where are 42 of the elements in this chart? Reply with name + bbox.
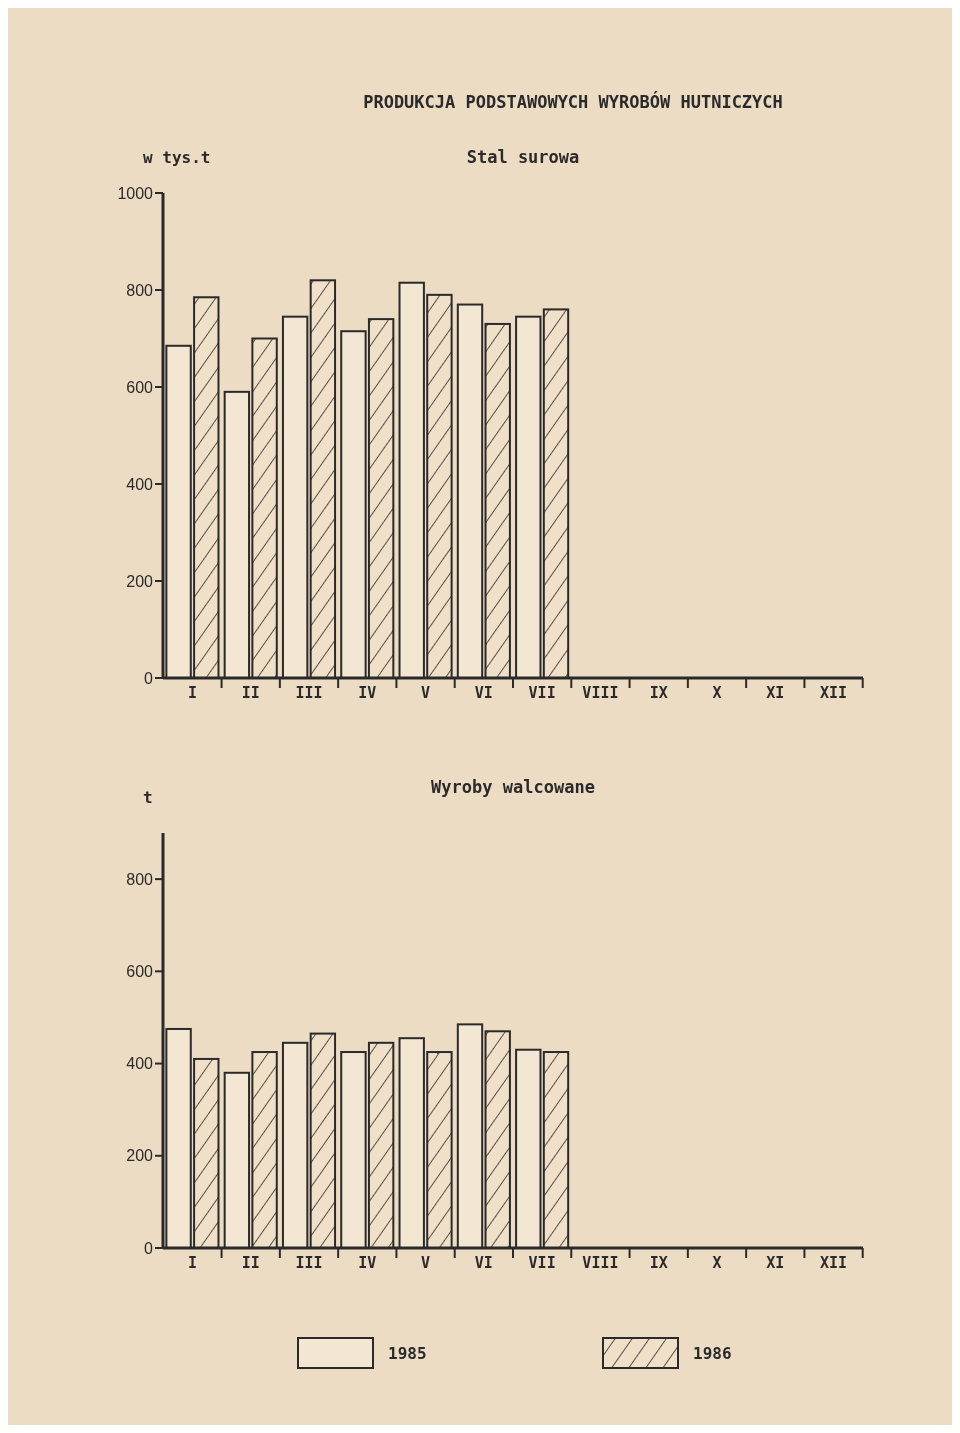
- x-tick-label: V: [421, 1254, 431, 1272]
- x-tick-label: IX: [649, 684, 668, 702]
- x-tick-label: VIII: [582, 684, 619, 702]
- x-tick-label: XI: [766, 1254, 785, 1272]
- chart-subtitle: Stal surowa: [466, 147, 580, 167]
- y-tick-label: 800: [126, 281, 154, 299]
- y-axis-title: w tys.t: [143, 148, 211, 167]
- x-tick-label: VIII: [582, 1254, 619, 1272]
- x-tick-label: IV: [358, 684, 377, 702]
- x-tick-label: IX: [649, 1254, 668, 1272]
- y-tick-label: 400: [126, 475, 154, 493]
- y-tick-label: 600: [126, 962, 154, 980]
- x-tick-label: VI: [474, 1254, 493, 1272]
- x-tick-label: VII: [528, 684, 556, 702]
- y-axis-title: t: [143, 788, 153, 807]
- x-tick-label: I: [187, 684, 197, 702]
- chart-title: PRODUKCJA PODSTAWOWYCH WYROBÓW HUTNICZYCH: [363, 91, 783, 112]
- chart-title: Wyroby walcowane: [431, 777, 595, 797]
- x-tick-label: VII: [528, 1254, 556, 1272]
- x-tick-label: III: [295, 684, 323, 702]
- y-tick-label: 0: [144, 1239, 154, 1257]
- y-tick-label: 0: [144, 669, 154, 687]
- x-tick-label: I: [187, 1254, 197, 1272]
- x-tick-label: VI: [474, 684, 493, 702]
- x-tick-label: IV: [358, 1254, 377, 1272]
- y-tick-label: 600: [126, 378, 154, 396]
- x-tick-label: II: [241, 1254, 260, 1272]
- x-tick-label: III: [295, 1254, 323, 1272]
- x-tick-label: X: [712, 684, 722, 702]
- y-tick-label: 200: [126, 1147, 154, 1165]
- legend-label: 1986: [693, 1343, 732, 1363]
- y-tick-label: 400: [126, 1055, 154, 1073]
- x-tick-label: XII: [820, 684, 848, 702]
- y-tick-label: 200: [126, 572, 154, 590]
- legend-label: 1985: [388, 1343, 427, 1363]
- x-tick-label: XI: [766, 684, 785, 702]
- y-tick-label: 1000: [117, 184, 154, 202]
- x-tick-label: XII: [820, 1254, 848, 1272]
- x-tick-label: X: [712, 1254, 722, 1272]
- x-tick-label: II: [241, 684, 260, 702]
- y-tick-label: 800: [126, 870, 154, 888]
- x-tick-label: V: [421, 684, 431, 702]
